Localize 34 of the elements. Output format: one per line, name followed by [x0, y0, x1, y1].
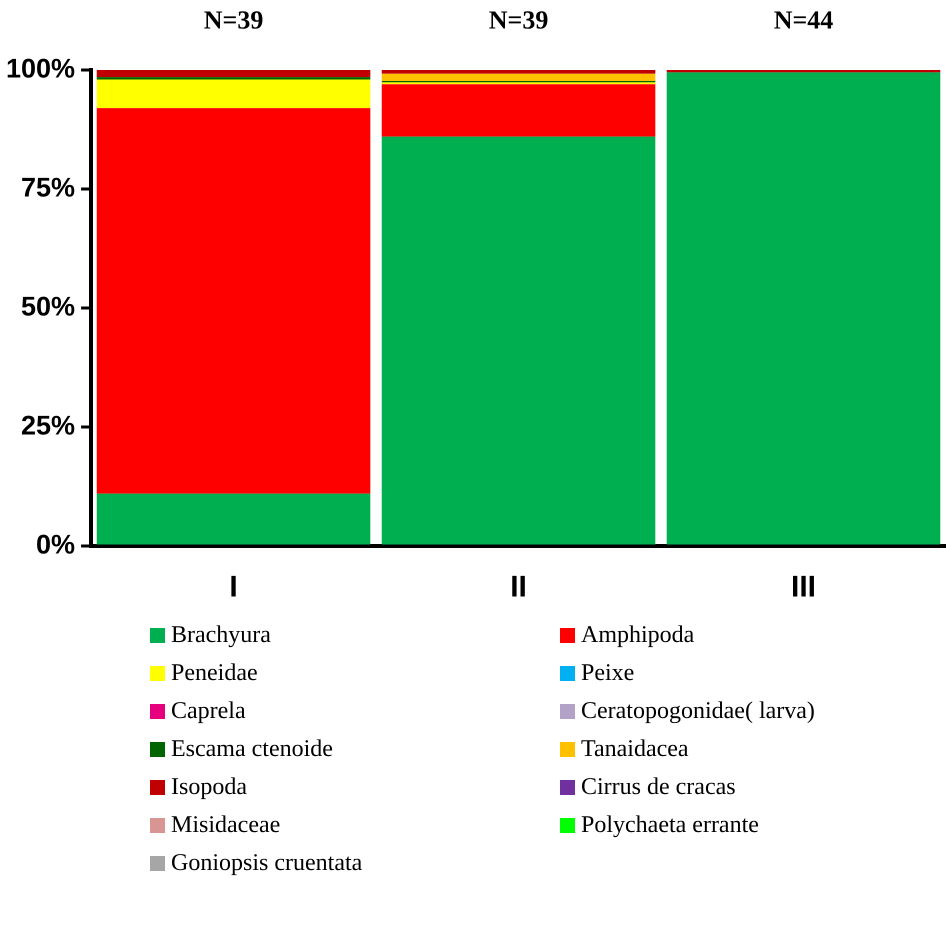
legend-label: Ceratopogonidae( larva) — [580, 696, 816, 726]
legend-label: Tanaidacea — [580, 734, 690, 764]
bar — [96, 70, 370, 78]
legend-label: Amphipoda — [580, 620, 696, 650]
y-tick-label: 100% — [6, 53, 76, 84]
legend-label: Cirrus de cracas — [580, 772, 737, 802]
legend-label: Caprela — [170, 696, 247, 726]
y-tick-label: 25% — [21, 410, 76, 440]
bar — [666, 72, 940, 544]
bar — [96, 494, 370, 544]
x-tick-label: I — [229, 570, 238, 604]
x-tick-label: II — [510, 570, 527, 604]
bar — [382, 74, 656, 81]
legend-label: Polychaeta errante — [580, 810, 760, 840]
bar — [96, 80, 370, 108]
legend-label: Goniopsis cruentata — [170, 848, 364, 878]
bar — [96, 77, 370, 80]
y-tick-label: 75% — [21, 172, 76, 202]
text: N=44 — [774, 6, 834, 35]
legend-label: Isopoda — [170, 772, 248, 802]
legend-label: Escama ctenoide — [170, 734, 334, 764]
text: N=39 — [488, 6, 548, 35]
text: N=39 — [204, 6, 264, 35]
bar — [96, 108, 370, 494]
y-tick-label: 0% — [36, 529, 76, 560]
legend-label: Peixe — [580, 658, 636, 688]
bar — [382, 136, 656, 544]
x-tick-label: III — [791, 570, 816, 604]
y-tick-label: 50% — [21, 291, 76, 322]
legend-label: Peneidae — [170, 658, 259, 688]
legend-label: Brachyura — [170, 620, 272, 650]
bar — [382, 84, 656, 137]
legend-label: Misidaceae — [170, 810, 282, 840]
bar — [382, 70, 656, 74]
